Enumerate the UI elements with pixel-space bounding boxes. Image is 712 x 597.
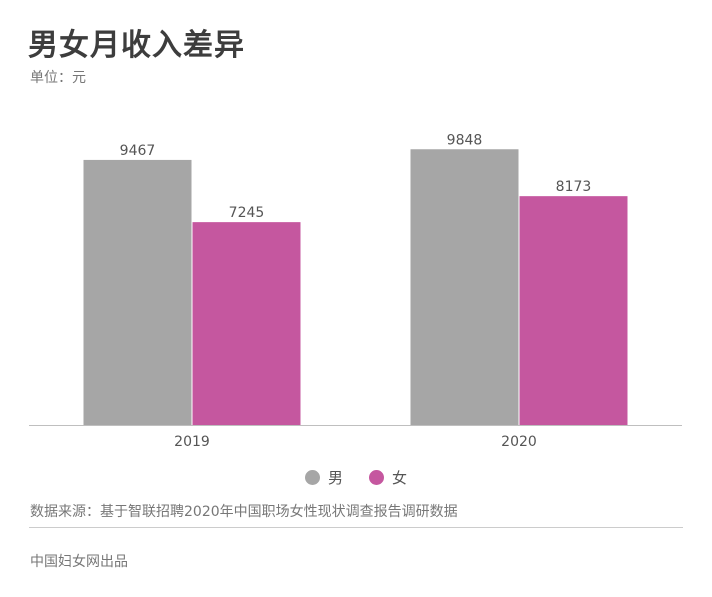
bar-male-2019	[83, 159, 192, 425]
bar-female-2020	[519, 196, 628, 425]
data-label-male-2019: 9467	[120, 143, 156, 159]
data-source-note: 数据来源：基于智联招聘2020年中国职场女性现状调查报告调研数据	[30, 504, 458, 520]
credit-line: 中国妇女网出品	[30, 554, 128, 570]
legend-label-female: 女	[392, 468, 408, 487]
divider	[29, 527, 683, 528]
legend-label-male: 男	[327, 468, 343, 487]
legend-swatch-female	[369, 469, 384, 485]
x-tick-label-2020: 2020	[501, 434, 537, 450]
legend-item-female: 女	[369, 467, 407, 488]
bar-male-2020	[410, 149, 519, 426]
data-label-female-2019: 7245	[229, 205, 265, 221]
data-label-male-2020: 9848	[447, 132, 483, 148]
legend-item-male: 男	[304, 467, 343, 488]
data-label-female-2020: 8173	[556, 179, 592, 195]
bar-female-2019	[192, 222, 301, 425]
unit-label: 单位：元	[30, 70, 86, 86]
legend: 男 女	[0, 466, 712, 488]
legend-swatch-male	[304, 469, 320, 485]
chart-title: 男女月收入差异	[28, 28, 245, 63]
x-tick-label-2019: 2019	[174, 434, 210, 450]
bar-chart: 9467 7245 2019 9848 8173 2020	[29, 132, 682, 450]
